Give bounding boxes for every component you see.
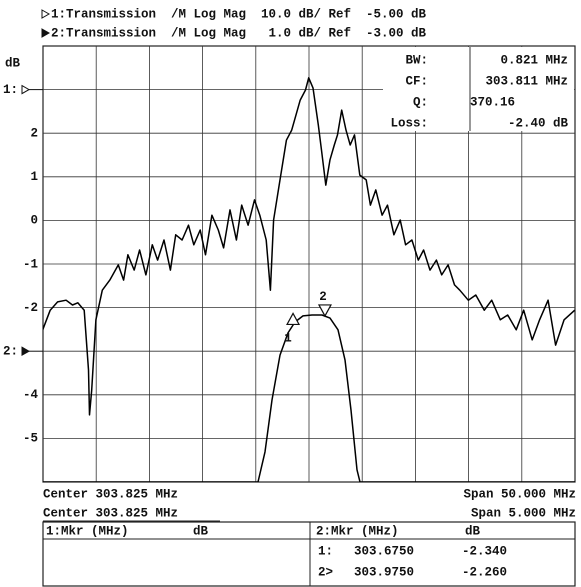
info-value: -2.40 dB	[508, 116, 569, 130]
info-label: BW:	[405, 53, 428, 67]
trace	[43, 77, 575, 416]
info-value: 370.16	[470, 95, 515, 109]
y-unit: dB	[5, 56, 21, 70]
info-label: CF:	[405, 74, 428, 88]
y-tick-label: -5	[23, 432, 38, 446]
marker	[286, 312, 301, 326]
plot-area	[43, 77, 575, 482]
marker-label: 1	[284, 332, 292, 346]
table-header: dB	[465, 524, 481, 538]
ref-arrow	[21, 84, 31, 95]
legend-arrow	[41, 28, 51, 38]
y-tick-label: 2	[30, 126, 38, 140]
footer-left: Center 303.825 MHz	[43, 506, 178, 520]
table-header: 1:Mkr (MHz)	[46, 524, 129, 538]
marker	[317, 304, 332, 318]
footer-right: Span 5.000 MHz	[471, 506, 576, 520]
table-cell: 1:	[318, 544, 333, 558]
y-tick-label: 1	[30, 170, 38, 184]
info-value: 303.811 MHz	[485, 74, 568, 88]
table-cell: -2.260	[462, 565, 507, 579]
info-label: Loss:	[390, 116, 428, 130]
table-cell: 303.6750	[354, 544, 414, 558]
ref-arrow	[21, 346, 31, 357]
info-box	[383, 47, 574, 131]
trace	[43, 314, 575, 482]
legend-entry: 1:Transmission /M Log Mag 10.0 dB/ Ref -…	[51, 7, 427, 21]
info-label: Q:	[413, 95, 428, 109]
table-cell: 2>	[318, 565, 333, 579]
table-header: dB	[193, 524, 209, 538]
y-tick-label: 0	[30, 214, 38, 228]
marker-label: 2	[319, 290, 327, 304]
ref-label: 2:	[3, 344, 18, 358]
info-value: 0.821 MHz	[500, 53, 568, 67]
legend-entry: 2:Transmission /M Log Mag 1.0 dB/ Ref -3…	[51, 26, 427, 40]
table-cell: 303.9750	[354, 565, 414, 579]
y-tick-label: -2	[23, 301, 38, 315]
table-cell: -2.340	[462, 544, 507, 558]
table-header: 2:Mkr (MHz)	[316, 524, 399, 538]
ref-label: 1:	[3, 83, 18, 97]
legend-arrow	[41, 9, 51, 19]
footer-right: Span 50.000 MHz	[463, 487, 576, 501]
y-tick-label: -1	[23, 257, 38, 271]
footer-left: Center 303.825 MHz	[43, 487, 178, 501]
table-frame	[42, 521, 576, 587]
y-tick-label: -4	[23, 388, 39, 402]
